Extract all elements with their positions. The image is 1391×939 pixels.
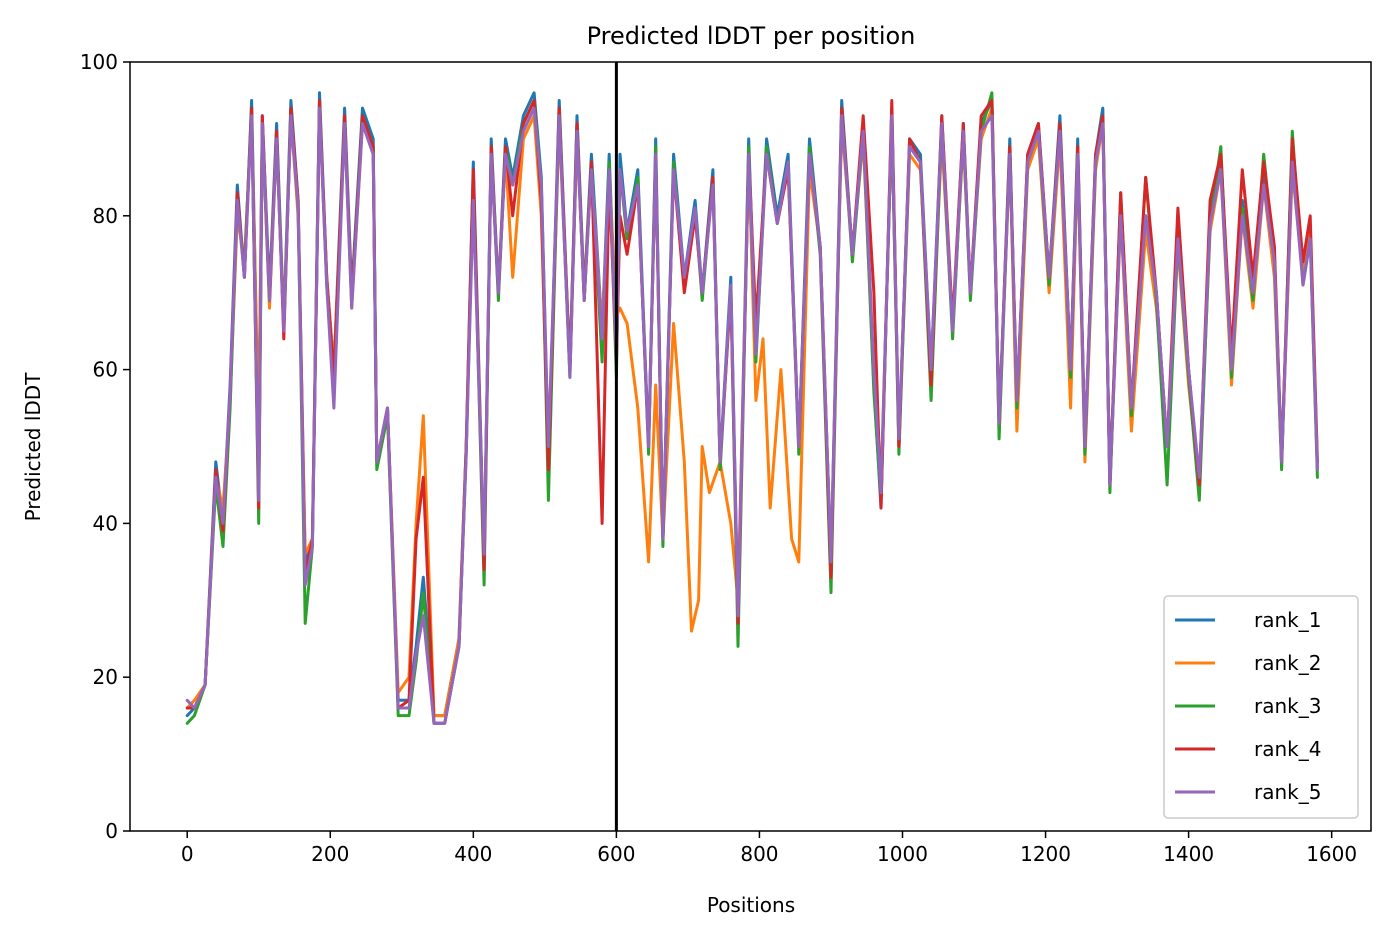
plot-frame	[129, 61, 1372, 832]
chart-title: Predicted lDDT per position	[587, 22, 916, 50]
legend-label-rank-3: rank_3	[1254, 694, 1321, 718]
x-tick-label: 200	[311, 842, 349, 866]
series-line-rank-5	[185, 106, 1319, 725]
y-axis-ticks: 0 20 40 60 80 100	[80, 50, 130, 843]
y-tick-label: 20	[93, 665, 118, 689]
x-tick-label: 1400	[1163, 842, 1214, 866]
x-axis-ticks: 0 200 400 600 800 1000 1200 1400 1600	[181, 831, 1357, 866]
y-tick-label: 100	[80, 50, 118, 74]
x-tick-label: 1600	[1306, 842, 1357, 866]
legend-label-rank-2: rank_2	[1254, 651, 1321, 675]
x-tick-label: 0	[181, 842, 194, 866]
series-layer	[185, 91, 1319, 725]
legend-items: rank_1 rank_2 rank_3 rank_4 rank_5	[1175, 608, 1321, 804]
legend-box	[1163, 595, 1359, 819]
y-tick-label: 60	[93, 358, 118, 382]
y-axis-title: Predicted lDDT	[21, 372, 45, 522]
x-tick-label: 800	[740, 842, 778, 866]
legend-label-rank-5: rank_5	[1254, 780, 1321, 804]
x-tick-label: 1000	[877, 842, 928, 866]
x-tick-label: 400	[454, 842, 492, 866]
x-tick-label: 600	[597, 842, 635, 866]
legend-label-rank-1: rank_1	[1254, 608, 1321, 632]
y-tick-label: 0	[105, 819, 118, 843]
legend: rank_1 rank_2 rank_3 rank_4 rank_5	[1163, 595, 1359, 819]
y-tick-label: 40	[93, 511, 118, 535]
x-axis-title: Positions	[707, 893, 795, 917]
x-tick-label: 1200	[1020, 842, 1071, 866]
y-tick-label: 80	[93, 204, 118, 228]
legend-label-rank-4: rank_4	[1254, 737, 1321, 761]
